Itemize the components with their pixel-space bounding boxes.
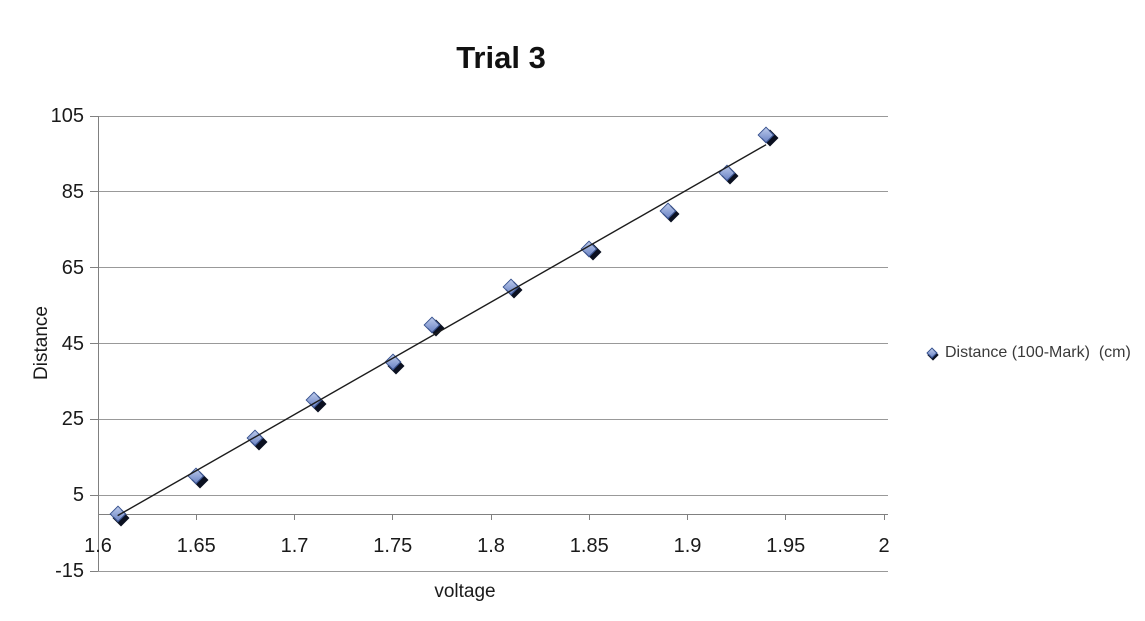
- y-tick-mark: [90, 418, 98, 420]
- y-tick-label: 45: [61, 332, 84, 355]
- y-tick-mark: [90, 494, 98, 496]
- x-tick-mark: [687, 514, 688, 521]
- y-gridline: [98, 115, 888, 117]
- x-tick-mark: [588, 514, 590, 521]
- chart-title: Trial 3: [456, 40, 546, 75]
- y-tick-mark: [90, 267, 98, 269]
- x-tick-label: 1.8: [477, 535, 505, 557]
- y-tick-label: -15: [55, 560, 84, 582]
- x-tick-label: 1.6: [84, 535, 112, 557]
- x-tick-label: 2: [878, 535, 890, 557]
- x-axis-title: voltage: [434, 581, 496, 602]
- y-tick-label: 5: [72, 484, 84, 507]
- x-tick-mark: [883, 514, 885, 521]
- y-tick-mark: [90, 191, 98, 193]
- y-gridline: [98, 343, 888, 344]
- y-gridline: [98, 418, 888, 420]
- y-tick-label: 105: [50, 105, 84, 127]
- y-tick-label: 25: [61, 408, 84, 431]
- y-gridline: [98, 191, 888, 193]
- y-tick-mark: [90, 115, 98, 117]
- x-tick-mark: [490, 514, 492, 521]
- y-tick-label: 85: [61, 180, 84, 203]
- x-tick-mark: [294, 514, 295, 521]
- x-tick-label: 1.7: [280, 535, 309, 557]
- x-tick-label: 1.9: [673, 535, 702, 557]
- y-gridline: [98, 570, 888, 572]
- legend-diamond-icon: [925, 347, 939, 361]
- y-axis-line: [98, 116, 99, 571]
- legend: Distance (100-Mark) (cm): [925, 344, 1131, 362]
- y-tick-mark: [90, 570, 98, 572]
- legend-label: Distance (100-Mark) (cm): [945, 344, 1131, 361]
- y-gridline: [98, 494, 888, 496]
- x-tick-mark: [785, 514, 787, 521]
- y-tick-label: 65: [61, 256, 84, 279]
- x-tick-mark: [392, 514, 394, 521]
- x-tick-mark: [195, 514, 197, 521]
- x-axis-line: [98, 513, 888, 515]
- y-gridline: [98, 267, 888, 269]
- x-tick-label: 1.95: [766, 535, 806, 557]
- x-tick-label: 1.85: [569, 535, 609, 557]
- x-tick-label: 1.65: [176, 535, 216, 557]
- y-tick-mark: [90, 343, 98, 344]
- x-tick-label: 1.75: [373, 535, 413, 557]
